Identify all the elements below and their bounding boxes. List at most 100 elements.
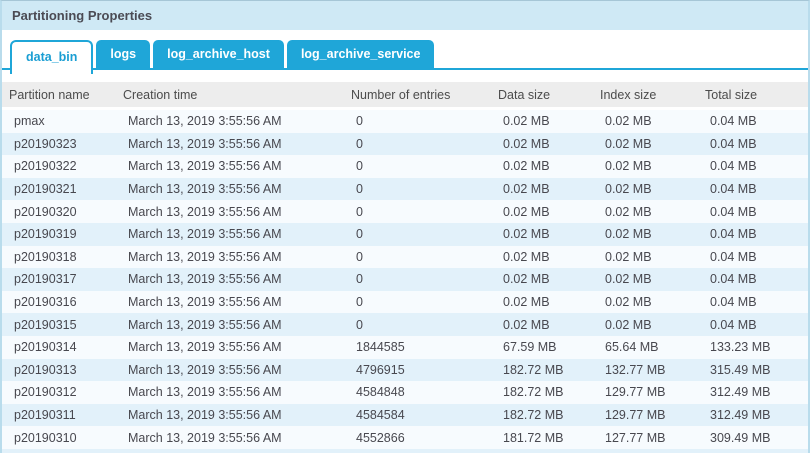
- cell-data-size: 182.72 MB: [503, 362, 564, 377]
- cell-number-of-entries: 0: [356, 295, 363, 310]
- table-row: p20190322 March 13, 2019 3:55:56 AM 0 0.02 …: [2, 155, 808, 178]
- cell-creation-time: March 13, 2019 3:55:56 AM: [128, 362, 282, 377]
- cell-partition-name: p20190313: [14, 362, 77, 377]
- cell-index-size: 0.02 MB: [605, 272, 652, 287]
- cell-index-size: 132.77 MB: [605, 362, 666, 377]
- cell-index-size: 0.02 MB: [605, 136, 652, 151]
- cell-number-of-entries: 0: [356, 249, 363, 264]
- cell-data-size: 181.72 MB: [503, 430, 564, 445]
- table-row: p20190318 March 13, 2019 3:55:56 AM 0 0.02 …: [2, 245, 808, 269]
- cell-total-size: 0.04 MB: [710, 227, 757, 242]
- cell-creation-time: March 13, 2019 3:55:56 AM: [128, 317, 282, 332]
- clipped-next-row-stripe: [2, 448, 808, 453]
- panel-title: Partitioning Properties: [2, 1, 808, 30]
- tab-logs[interactable]: logs: [96, 40, 151, 68]
- cell-index-size: 0.02 MB: [605, 182, 652, 197]
- cell-partition-name: p20190322: [14, 159, 77, 174]
- cell-data-size: 0.02 MB: [503, 295, 550, 310]
- table-row: p20190323 March 13, 2019 3:55:56 AM 0 0.02 …: [2, 132, 808, 156]
- cell-index-size: 0.02 MB: [605, 295, 652, 310]
- cell-partition-name: p20190316: [14, 295, 77, 310]
- cell-partition-name: p20190320: [14, 204, 77, 219]
- cell-total-size: 0.04 MB: [710, 114, 757, 129]
- cell-creation-time: March 13, 2019 3:55:56 AM: [128, 182, 282, 197]
- cell-number-of-entries: 0: [356, 272, 363, 287]
- cell-index-size: 0.02 MB: [605, 227, 652, 242]
- cell-index-size: 129.77 MB: [605, 408, 666, 423]
- cell-total-size: 0.04 MB: [710, 182, 757, 197]
- tab-log_archive_host[interactable]: log_archive_host: [153, 40, 284, 68]
- table-row: p20190316 March 13, 2019 3:55:56 AM 0 0.02 …: [2, 290, 808, 314]
- cell-number-of-entries: 0: [356, 159, 363, 174]
- cell-creation-time: March 13, 2019 3:55:56 AM: [128, 249, 282, 264]
- cell-creation-time: March 13, 2019 3:55:56 AM: [128, 159, 282, 174]
- cell-number-of-entries: 4796915: [356, 362, 405, 377]
- cell-data-size: 0.02 MB: [503, 249, 550, 264]
- cell-index-size: 0.02 MB: [605, 249, 652, 264]
- column-header-index-size: Index size: [600, 87, 657, 102]
- cell-creation-time: March 13, 2019 3:55:56 AM: [128, 340, 282, 355]
- cell-creation-time: March 13, 2019 3:55:56 AM: [128, 136, 282, 151]
- partition-table: pmax March 13, 2019 3:55:56 AM 0 0.02 MB 0.0…: [2, 110, 808, 449]
- cell-total-size: 0.04 MB: [710, 295, 757, 310]
- cell-data-size: 182.72 MB: [503, 408, 564, 423]
- column-header-total-size: Total size: [705, 87, 758, 102]
- cell-data-size: 0.02 MB: [503, 159, 550, 174]
- tab-bar: data_bin logs log_archive_host log_archive_…: [2, 40, 808, 74]
- cell-number-of-entries: 0: [356, 182, 363, 197]
- cell-total-size: 0.04 MB: [710, 159, 757, 174]
- cell-total-size: 0.04 MB: [710, 249, 757, 264]
- cell-index-size: 0.02 MB: [605, 204, 652, 219]
- table-row: p20190313 March 13, 2019 3:55:56 AM 479691…: [2, 358, 808, 382]
- table-row: p20190312 March 13, 2019 3:55:56 AM 458484…: [2, 381, 808, 404]
- cell-index-size: 65.64 MB: [605, 340, 659, 355]
- cell-partition-name: p20190314: [14, 340, 77, 355]
- column-header-number-of-entries: Number of entries: [351, 87, 451, 102]
- cell-data-size: 0.02 MB: [503, 114, 550, 129]
- cell-index-size: 129.77 MB: [605, 385, 666, 400]
- cell-number-of-entries: 0: [356, 114, 363, 129]
- column-header-creation-time: Creation time: [123, 87, 198, 102]
- cell-partition-name: p20190317: [14, 272, 77, 287]
- cell-creation-time: March 13, 2019 3:55:56 AM: [128, 227, 282, 242]
- cell-data-size: 67.59 MB: [503, 340, 557, 355]
- tab-log_archive_service[interactable]: log_archive_service: [286, 40, 435, 68]
- cell-index-size: 0.02 MB: [605, 159, 652, 174]
- table-row: p20190314 March 13, 2019 3:55:56 AM 184458…: [2, 335, 808, 359]
- cell-data-size: 0.02 MB: [503, 227, 550, 242]
- cell-total-size: 312.49 MB: [710, 385, 771, 400]
- table-row: p20190315 March 13, 2019 3:55:56 AM 0 0.02 …: [2, 313, 808, 336]
- cell-data-size: 182.72 MB: [503, 385, 564, 400]
- cell-data-size: 0.02 MB: [503, 136, 550, 151]
- cell-number-of-entries: 0: [356, 136, 363, 151]
- cell-creation-time: March 13, 2019 3:55:56 AM: [128, 114, 282, 129]
- cell-partition-name: p20190312: [14, 385, 77, 400]
- cell-total-size: 0.04 MB: [710, 136, 757, 151]
- tab-data_bin[interactable]: data_bin: [10, 40, 94, 74]
- cell-number-of-entries: 1844585: [356, 340, 405, 355]
- cell-creation-time: March 13, 2019 3:55:56 AM: [128, 430, 282, 445]
- table-row: p20190321 March 13, 2019 3:55:56 AM 0 0.02 …: [2, 177, 808, 201]
- cell-partition-name: p20190315: [14, 317, 77, 332]
- cell-number-of-entries: 0: [356, 317, 363, 332]
- cell-number-of-entries: 4584848: [356, 385, 405, 400]
- cell-total-size: 309.49 MB: [710, 430, 771, 445]
- cell-data-size: 0.02 MB: [503, 182, 550, 197]
- cell-number-of-entries: 0: [356, 204, 363, 219]
- cell-data-size: 0.02 MB: [503, 317, 550, 332]
- column-header-partition-name: Partition name: [9, 87, 90, 102]
- column-header-data-size: Data size: [498, 87, 551, 102]
- cell-creation-time: March 13, 2019 3:55:56 AM: [128, 408, 282, 423]
- cell-creation-time: March 13, 2019 3:55:56 AM: [128, 295, 282, 310]
- table-row: p20190319 March 13, 2019 3:55:56 AM 0 0.02 …: [2, 222, 808, 246]
- cell-data-size: 0.02 MB: [503, 204, 550, 219]
- cell-total-size: 133.23 MB: [710, 340, 771, 355]
- table-row: p20190311 March 13, 2019 3:55:56 AM 458458…: [2, 403, 808, 427]
- cell-partition-name: p20190321: [14, 182, 77, 197]
- cell-index-size: 0.02 MB: [605, 114, 652, 129]
- table-row: p20190320 March 13, 2019 3:55:56 AM 0 0.02 …: [2, 200, 808, 223]
- table-row: p20190310 March 13, 2019 3:55:56 AM 455286…: [2, 426, 808, 449]
- table-row: pmax March 13, 2019 3:55:56 AM 0 0.02 MB 0.0…: [2, 110, 808, 133]
- cell-total-size: 0.04 MB: [710, 272, 757, 287]
- cell-partition-name: p20190323: [14, 136, 77, 151]
